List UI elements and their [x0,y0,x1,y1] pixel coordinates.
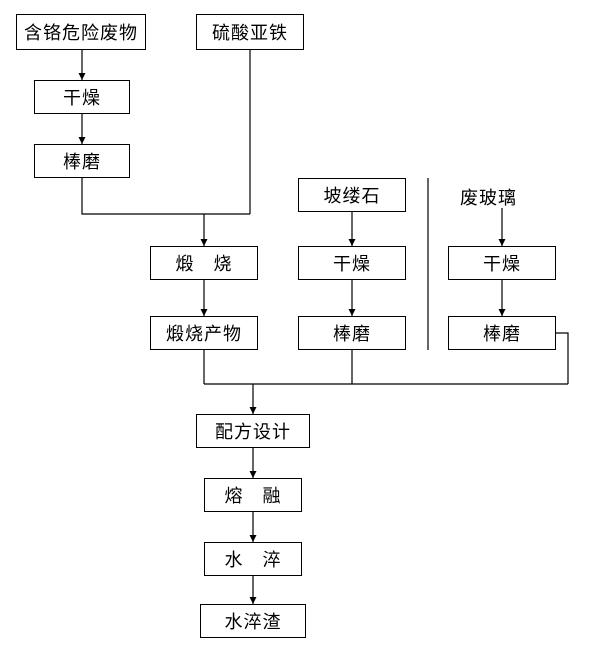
label-waste-glass: 废玻璃 [460,184,517,210]
node-melt: 熔 融 [204,478,302,512]
node-palygorskite: 坡缕石 [298,178,406,212]
node-rodmill1: 棒磨 [34,144,130,178]
flowchart-canvas: 含铬危险废物 硫酸亚铁 干燥 棒磨 坡缕石 废玻璃 煅 烧 干燥 干燥 煅烧产物… [0,0,600,647]
node-dry3: 干燥 [448,246,556,280]
node-quench: 水 淬 [204,542,302,576]
node-calcine-product: 煅烧产物 [150,316,258,350]
node-dry1: 干燥 [34,80,130,114]
node-rodmill3: 棒磨 [448,316,556,350]
node-rodmill2: 棒磨 [298,316,406,350]
node-formula: 配方设计 [196,414,310,448]
node-input-chromium: 含铬危险废物 [16,14,146,50]
node-slag: 水淬渣 [200,604,306,638]
node-input-ferrous: 硫酸亚铁 [196,14,304,50]
node-calcine: 煅 烧 [150,246,258,280]
node-dry2: 干燥 [298,246,406,280]
